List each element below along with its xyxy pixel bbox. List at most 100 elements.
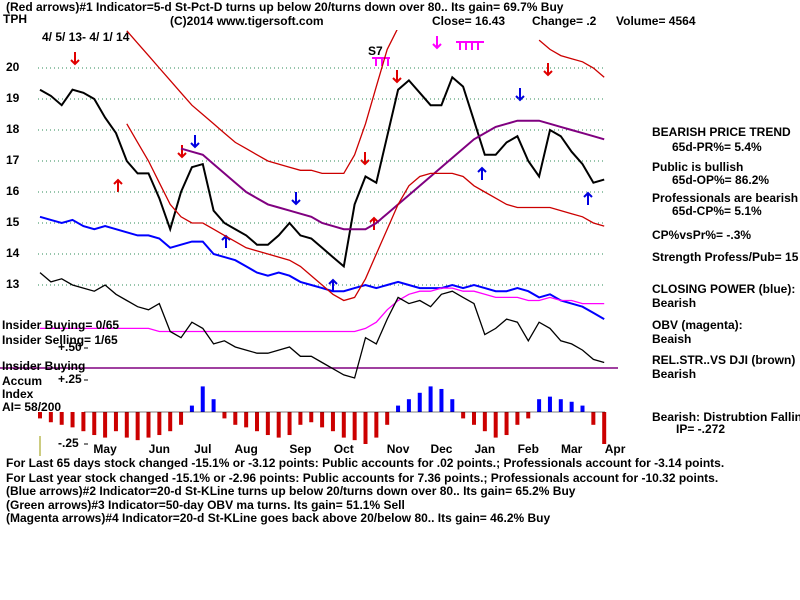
accum-bar (406, 399, 411, 412)
accum-bar (113, 412, 118, 432)
accum-bar (157, 412, 162, 436)
y-tick-label: 19 (6, 91, 20, 105)
accum-bar (537, 399, 542, 412)
accum-bar (417, 392, 422, 412)
panel-subtitle: Index (2, 387, 34, 401)
accum-bar (461, 412, 466, 419)
header-text: Close= 16.43 (432, 14, 505, 28)
y-tick-label: 17 (6, 153, 20, 167)
accum-bar (439, 388, 444, 412)
accum-bar (146, 412, 151, 438)
series-line (40, 287, 605, 333)
x-tick-label: Jun (149, 442, 170, 456)
accum-bar (558, 399, 563, 412)
accum-bar (135, 412, 140, 441)
accum-bar (211, 399, 216, 412)
side-note: 65d-OP%= 86.2% (672, 173, 769, 187)
footer-text: (Magenta arrows)#4 Indicator=20-d St-KLi… (6, 511, 550, 525)
footer-text: (Green arrows)#3 Indicator=50-day OBV ma… (6, 498, 405, 512)
footer-text: (Blue arrows)#2 Indicator=20-d St-KLine … (6, 484, 576, 498)
x-tick-label: May (93, 442, 117, 456)
accum-bar (504, 412, 509, 436)
panel-title: Accum (2, 374, 42, 388)
ticker: TPH (3, 12, 27, 26)
side-note: Bearish (652, 367, 696, 381)
series-line (39, 215, 605, 320)
y-tick-label: 13 (6, 277, 20, 291)
accum-bar (179, 412, 184, 425)
side-note: 65d-CP%= 5.1% (672, 204, 762, 218)
accum-bar (602, 412, 607, 444)
panel-label: Insider Buying= 0/65 (2, 318, 119, 332)
y-tick-label: 14 (6, 246, 20, 260)
y-tick-label: 18 (6, 122, 20, 136)
accum-bar (428, 386, 433, 412)
side-note: 65d-PR%= 5.4% (672, 140, 762, 154)
y-tick-label: +.25 (58, 372, 82, 386)
series-line (39, 272, 605, 379)
accum-bar (320, 412, 325, 428)
header-text: (C)2014 www.tigersoft.com (170, 14, 324, 28)
side-note: Bearish: Distrubtion Falling (652, 410, 800, 424)
series-line (180, 119, 605, 231)
accum-bar (103, 412, 108, 438)
accum-bar (341, 412, 346, 438)
accum-bar (70, 412, 75, 428)
accum-bar (493, 412, 498, 438)
accum-bar (265, 412, 270, 436)
accum-bar (547, 396, 552, 412)
side-note: Professionals are bearish (652, 191, 798, 205)
x-tick-label: Oct (334, 442, 354, 456)
panel-label: Insider Selling= 1/65 (2, 333, 118, 347)
x-tick-label: Jan (475, 442, 496, 456)
x-tick-label: Apr (605, 442, 626, 456)
side-note: Strength Profess/Pub= 15 (652, 250, 799, 264)
accum-bar (515, 412, 520, 425)
panel-label: Insider Buying (2, 359, 85, 373)
series-line (126, 30, 605, 175)
x-tick-label: Jul (194, 442, 211, 456)
accum-bar (168, 412, 173, 432)
accum-bar (374, 412, 379, 438)
x-tick-label: Feb (518, 442, 539, 456)
series-group (39, 30, 605, 379)
accum-bar (396, 405, 401, 412)
accum-bar (363, 412, 368, 444)
side-note: Bearish (652, 296, 696, 310)
accum-bar (298, 412, 303, 425)
x-tick-label: Dec (430, 442, 452, 456)
accum-bar (385, 412, 390, 425)
accum-bar (38, 412, 42, 419)
side-note: BEARISH PRICE TREND (652, 125, 791, 139)
side-note: CLOSING POWER (blue): (652, 282, 795, 296)
header-text: Volume= 4564 (616, 14, 696, 28)
accum-bar (81, 412, 86, 432)
accum-bar (330, 412, 335, 432)
x-tick-label: Mar (561, 442, 583, 456)
date-range: 4/ 5/ 13- 4/ 1/ 14 (42, 30, 130, 44)
accum-bar (222, 412, 227, 419)
y-tick-label: 20 (6, 60, 20, 74)
side-note: OBV (magenta): (652, 318, 743, 332)
accum-bar (255, 412, 259, 432)
accum-bar (233, 412, 238, 425)
panel-label: AI= 58/200 (2, 400, 61, 414)
header-text: (Red arrows)#1 Indicator=5-d St-Pct-D tu… (6, 0, 564, 14)
accum-bar (92, 412, 97, 436)
accum-bar (450, 399, 455, 412)
accum-bar (59, 412, 64, 425)
signal-label: S7 (368, 44, 383, 58)
accum-bar (244, 412, 249, 428)
accum-bar (309, 412, 314, 423)
side-note: Beaish (652, 332, 691, 346)
accum-bar (189, 405, 194, 412)
x-tick-label: Sep (289, 442, 311, 456)
accum-bar (569, 401, 574, 412)
side-note: IP= -.272 (676, 422, 725, 436)
accum-bar (200, 386, 205, 412)
side-note: REL.STR..VS DJI (brown) (652, 353, 795, 367)
signal-arrows (70, 36, 593, 292)
accum-bar (48, 412, 53, 423)
accum-bar (287, 412, 292, 436)
